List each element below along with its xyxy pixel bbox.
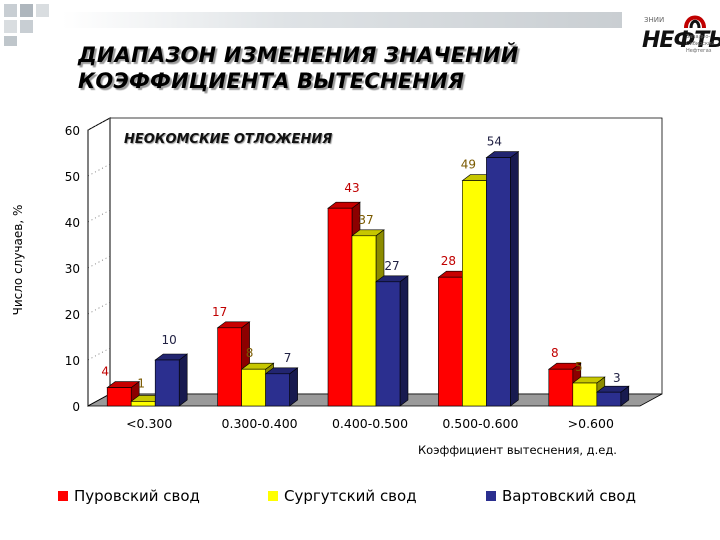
bar xyxy=(572,382,598,407)
chart-legend: Пуровский свод Сургутский свод Вартовски… xyxy=(0,487,720,509)
bar xyxy=(327,207,353,407)
data-label: 3 xyxy=(613,371,621,385)
gridline xyxy=(87,347,111,361)
chart-title: НЕОКОМСКИЕ ОТЛОЖЕНИЯ xyxy=(124,132,333,147)
y-axis-label: Число случаев, % xyxy=(11,204,25,316)
logo-right-text-1: Западно- xyxy=(686,34,711,40)
x-axis-label: Коэффициент вытеснения, д.ед. xyxy=(418,443,617,457)
logo-brand-text: НЕФТЬ xyxy=(642,28,720,53)
x-tick-label: 0.300-0.400 xyxy=(222,416,298,431)
bar xyxy=(241,368,266,407)
bar-side xyxy=(178,353,188,407)
logo-top-text: ЗНИИ xyxy=(644,16,665,24)
data-label: 7 xyxy=(284,351,292,365)
data-label: 1 xyxy=(137,376,145,390)
legend-label-series-3: Вартовский свод xyxy=(502,487,636,505)
x-tick-label: 0.500-0.600 xyxy=(442,416,518,431)
data-label: 27 xyxy=(384,259,399,273)
data-label: 10 xyxy=(162,333,177,347)
bar-side xyxy=(510,151,519,407)
bar-side xyxy=(399,275,409,407)
x-tick-label: <0.300 xyxy=(126,416,172,431)
logo-right-text-3: Нефтегаз xyxy=(686,48,712,54)
y-tick-label: 20 xyxy=(65,308,80,322)
data-label: 8 xyxy=(551,346,559,360)
bar xyxy=(106,387,132,407)
legend-swatch-series-2 xyxy=(268,491,278,501)
bar-side xyxy=(289,367,298,407)
bar xyxy=(265,373,290,407)
x-tick-label: 0.400-0.500 xyxy=(332,416,408,431)
bar xyxy=(351,235,377,407)
bar xyxy=(217,327,242,407)
data-label: 5 xyxy=(575,360,583,374)
data-label: 37 xyxy=(358,213,373,227)
x-tick-label: >0.600 xyxy=(568,416,614,431)
decorative-squares xyxy=(4,4,49,46)
data-label: 4 xyxy=(101,365,109,379)
y-tick-label: 0 xyxy=(72,400,80,414)
slide-title: ДИАПАЗОН ИЗМЕНЕНИЯ ЗНАЧЕНИЙ КОЭФФИЦИЕНТА… xyxy=(78,42,519,94)
legend-item-series-1: Пуровский свод xyxy=(58,487,200,505)
bar xyxy=(596,391,622,407)
gridline xyxy=(87,163,111,177)
slide-title-line-1: ДИАПАЗОН ИЗМЕНЕНИЯ ЗНАЧЕНИЙ xyxy=(78,43,519,67)
bar xyxy=(375,281,401,407)
legend-item-series-3: Вартовский свод xyxy=(486,487,636,505)
bar xyxy=(438,276,463,407)
legend-label-series-1: Пуровский свод xyxy=(74,487,200,505)
data-label: 54 xyxy=(487,135,502,149)
gridline xyxy=(87,255,111,269)
data-label: 43 xyxy=(344,181,359,195)
gridline xyxy=(87,301,111,315)
y-tick-label: 50 xyxy=(65,170,80,184)
legend-swatch-series-1 xyxy=(58,491,68,501)
logo-right-text-2: Сибирский xyxy=(686,41,715,47)
company-logo: ЗНИИ НЕФТЬ Западно- Сибирский Нефтегаз xyxy=(640,6,720,66)
data-label: 17 xyxy=(212,305,227,319)
data-label: 28 xyxy=(441,254,456,268)
legend-swatch-series-3 xyxy=(486,491,496,501)
bar xyxy=(486,157,511,407)
gridline xyxy=(87,117,111,131)
slide-title-line-2: КОЭФФИЦИЕНТА ВЫТЕСНЕНИЯ xyxy=(78,69,465,93)
y-tick-label: 10 xyxy=(65,354,80,368)
y-tick-label: 30 xyxy=(65,262,80,276)
gridline xyxy=(87,209,111,223)
y-tick-label: 60 xyxy=(65,124,80,138)
bar xyxy=(130,401,156,407)
decorative-header-bar xyxy=(62,12,622,28)
y-tick-label: 40 xyxy=(65,216,80,230)
legend-label-series-2: Сургутский свод xyxy=(284,487,417,505)
data-label: 8 xyxy=(246,346,254,360)
bar xyxy=(462,180,487,407)
bar xyxy=(548,368,574,407)
legend-item-series-2: Сургутский свод xyxy=(268,487,417,505)
data-label: 49 xyxy=(461,158,476,172)
logo-emblem-icon xyxy=(684,15,706,29)
bar xyxy=(154,359,180,407)
